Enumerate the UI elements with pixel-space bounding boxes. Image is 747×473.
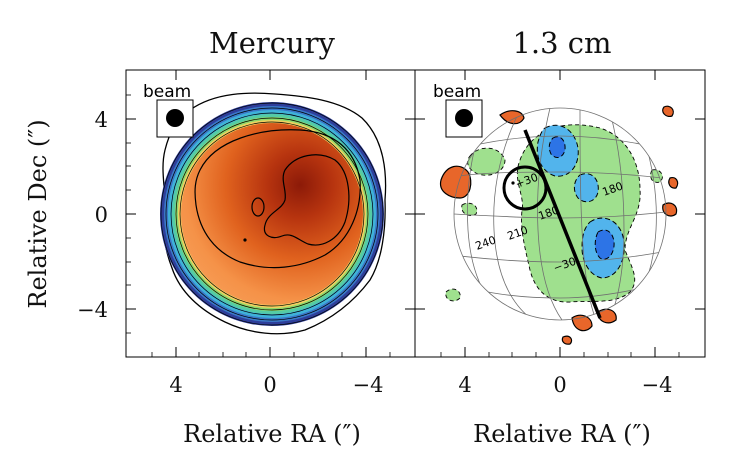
inner-contours [194, 129, 361, 269]
y-tick-label: 0 [95, 203, 108, 227]
y-tick-label: 4 [95, 108, 108, 132]
x-tick-label: 0 [553, 373, 566, 397]
minor-tick-marks [126, 94, 680, 357]
beam-ellipse-left [166, 109, 184, 127]
central-meridian [523, 129, 602, 319]
x-tick-label: 0 [263, 373, 276, 397]
sub-earth-point-circle [502, 165, 548, 211]
grid-label-240: 240 [474, 233, 498, 252]
y-axis-label: Relative Dec (″) [24, 119, 52, 308]
panel-title-right: 1.3 cm [512, 26, 611, 60]
beam-label-right: beam [433, 82, 481, 102]
tick-marks [126, 70, 705, 357]
disk-center-dot [243, 238, 247, 242]
mercury-image-panel [160, 92, 387, 335]
x-axis-label-left: Relative RA (″) [183, 420, 361, 448]
positive-residual-blobs [439, 105, 679, 345]
x-tick-label: 4 [169, 373, 182, 397]
x-tick-labels-right: 4 0 −4 [458, 373, 672, 397]
x-tick-label: 4 [458, 373, 471, 397]
y-tick-label: −4 [77, 298, 108, 322]
negative-residual-regions [536, 124, 625, 279]
sub-earth-point-dot [511, 181, 515, 185]
panel-title-left: Mercury [209, 26, 336, 60]
x-tick-label: −4 [353, 373, 384, 397]
beam-box-left: beam [143, 82, 194, 138]
x-tick-label: −4 [642, 373, 673, 397]
beam-ellipse-right [455, 109, 473, 127]
y-tick-labels: 4 0 −4 [77, 108, 108, 322]
x-tick-labels-left: 4 0 −4 [169, 373, 383, 397]
limb-contours [160, 102, 384, 326]
beam-box-right: beam [433, 82, 483, 138]
residual-image-panel: +30 −30 240 210 180 180 [439, 105, 679, 345]
beam-label-left: beam [143, 82, 191, 102]
x-axis-label-right: Relative RA (″) [473, 420, 651, 448]
